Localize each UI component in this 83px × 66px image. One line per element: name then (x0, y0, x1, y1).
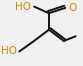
Text: O: O (68, 3, 76, 13)
Text: HO: HO (1, 46, 17, 56)
Text: HO: HO (15, 2, 31, 12)
